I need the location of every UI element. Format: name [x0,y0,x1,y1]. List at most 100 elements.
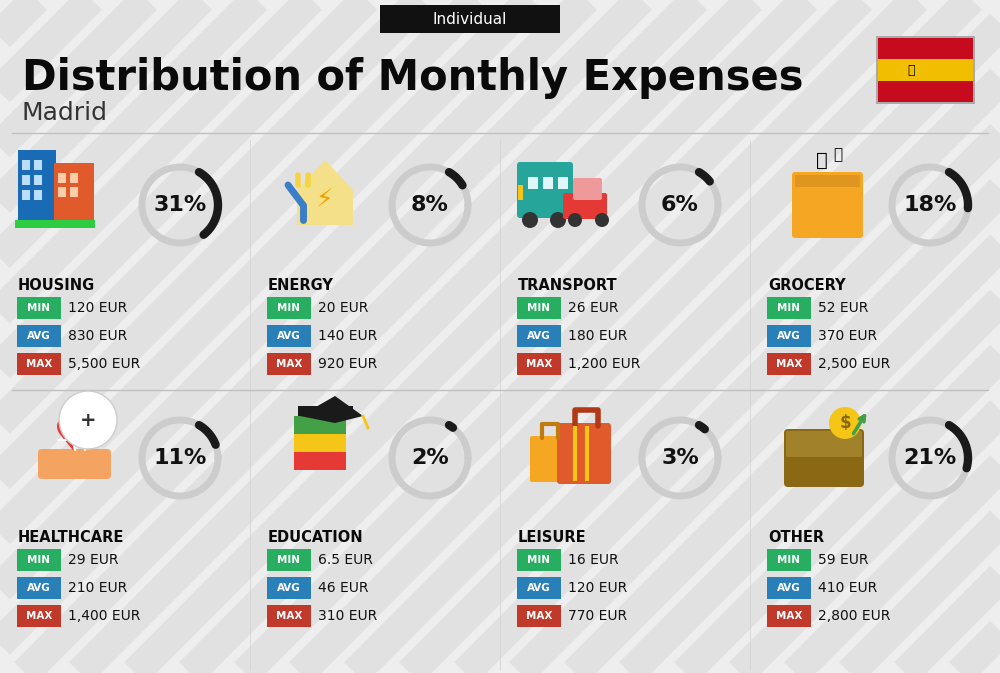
Text: Individual: Individual [433,13,507,28]
Text: 310 EUR: 310 EUR [318,609,377,623]
FancyBboxPatch shape [58,187,66,197]
FancyBboxPatch shape [70,173,78,183]
Circle shape [829,407,861,439]
Text: 🥦: 🥦 [816,151,828,170]
Text: MIN: MIN [528,303,550,313]
Text: 6%: 6% [661,195,699,215]
FancyBboxPatch shape [517,162,573,218]
FancyBboxPatch shape [267,297,311,319]
FancyBboxPatch shape [294,452,346,470]
Text: OTHER: OTHER [768,530,824,545]
FancyBboxPatch shape [17,325,61,347]
FancyBboxPatch shape [518,185,523,200]
Text: 29 EUR: 29 EUR [68,553,119,567]
FancyBboxPatch shape [528,177,538,189]
FancyBboxPatch shape [54,163,94,220]
Text: 1,200 EUR: 1,200 EUR [568,357,640,371]
Text: 21%: 21% [903,448,957,468]
Text: 120 EUR: 120 EUR [68,301,127,315]
FancyBboxPatch shape [298,406,353,416]
Text: 3%: 3% [661,448,699,468]
FancyBboxPatch shape [18,150,56,220]
FancyBboxPatch shape [573,178,602,200]
FancyBboxPatch shape [767,577,811,599]
FancyBboxPatch shape [878,59,973,81]
Text: 🥕: 🥕 [833,147,843,162]
Text: 2,500 EUR: 2,500 EUR [818,357,890,371]
FancyBboxPatch shape [267,605,311,627]
Polygon shape [297,160,353,225]
Text: MAX: MAX [26,359,52,369]
FancyBboxPatch shape [767,297,811,319]
FancyBboxPatch shape [517,549,561,571]
Text: 180 EUR: 180 EUR [568,329,627,343]
FancyBboxPatch shape [878,81,973,102]
Text: LEISURE: LEISURE [518,530,587,545]
FancyBboxPatch shape [784,429,864,487]
FancyBboxPatch shape [530,436,570,482]
Text: AVG: AVG [527,583,551,593]
FancyBboxPatch shape [38,449,111,479]
Circle shape [595,213,609,227]
Text: ENERGY: ENERGY [268,278,334,293]
FancyBboxPatch shape [17,297,61,319]
FancyBboxPatch shape [558,177,568,189]
FancyBboxPatch shape [34,175,42,185]
Circle shape [522,212,538,228]
FancyBboxPatch shape [267,325,311,347]
Text: 11%: 11% [153,448,207,468]
Text: 46 EUR: 46 EUR [318,581,368,595]
Text: MAX: MAX [526,611,552,621]
Text: AVG: AVG [277,331,301,341]
Text: 410 EUR: 410 EUR [818,581,877,595]
Text: 👑: 👑 [908,63,915,77]
Text: MIN: MIN [778,303,800,313]
Text: 59 EUR: 59 EUR [818,553,868,567]
Text: AVG: AVG [277,583,301,593]
Text: 920 EUR: 920 EUR [318,357,377,371]
FancyBboxPatch shape [517,605,561,627]
Text: MAX: MAX [26,611,52,621]
FancyBboxPatch shape [563,193,607,219]
FancyBboxPatch shape [34,190,42,200]
Text: GROCERY: GROCERY [768,278,846,293]
Text: 52 EUR: 52 EUR [818,301,868,315]
FancyBboxPatch shape [34,160,42,170]
Text: TRANSPORT: TRANSPORT [518,278,618,293]
FancyBboxPatch shape [294,416,346,434]
Text: Distribution of Monthly Expenses: Distribution of Monthly Expenses [22,57,804,99]
Text: 16 EUR: 16 EUR [568,553,619,567]
Text: ⚡: ⚡ [316,188,334,212]
Text: AVG: AVG [777,583,801,593]
Text: MIN: MIN [278,303,300,313]
FancyBboxPatch shape [543,177,553,189]
FancyBboxPatch shape [267,353,311,375]
FancyBboxPatch shape [517,325,561,347]
FancyBboxPatch shape [17,353,61,375]
FancyBboxPatch shape [22,190,30,200]
Text: MAX: MAX [276,359,302,369]
Text: MIN: MIN [528,555,550,565]
FancyBboxPatch shape [795,175,860,187]
FancyBboxPatch shape [267,577,311,599]
FancyBboxPatch shape [70,187,78,197]
Text: 2%: 2% [411,448,449,468]
FancyBboxPatch shape [767,549,811,571]
FancyBboxPatch shape [517,353,561,375]
Text: 20 EUR: 20 EUR [318,301,368,315]
Text: 31%: 31% [153,195,207,215]
Text: Madrid: Madrid [22,101,108,125]
Text: MAX: MAX [276,611,302,621]
Text: 210 EUR: 210 EUR [68,581,127,595]
Text: AVG: AVG [777,331,801,341]
FancyBboxPatch shape [767,353,811,375]
FancyBboxPatch shape [517,297,561,319]
Text: $: $ [839,414,851,432]
FancyBboxPatch shape [17,605,61,627]
Circle shape [568,213,582,227]
Text: 18%: 18% [903,195,957,215]
FancyBboxPatch shape [15,220,95,228]
Text: MAX: MAX [776,611,802,621]
FancyBboxPatch shape [767,605,811,627]
Text: 5,500 EUR: 5,500 EUR [68,357,140,371]
